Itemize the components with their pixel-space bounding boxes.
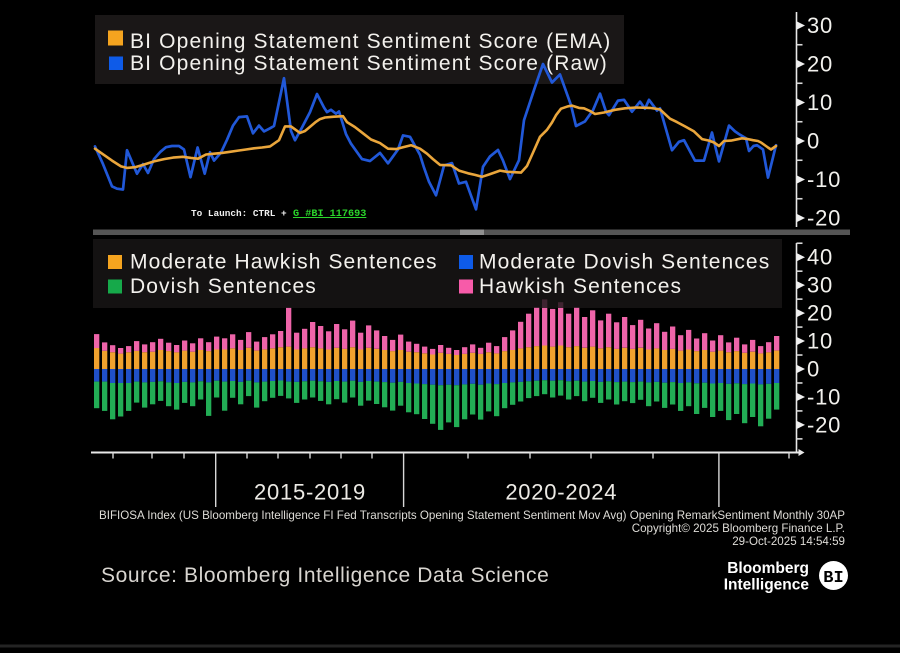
svg-text:Bloomberg: Bloomberg	[727, 560, 809, 577]
svg-text:0: 0	[807, 357, 820, 382]
svg-text:-20: -20	[807, 412, 841, 437]
svg-text:To Launch: CTRL +: To Launch: CTRL +	[191, 208, 287, 219]
svg-text:Source: Bloomberg Intelligence: Source: Bloomberg Intelligence Data Scie…	[101, 564, 549, 587]
svg-text:BI Opening Statement Sentiment: BI Opening Statement Sentiment Score (EM…	[130, 30, 611, 53]
svg-text:20: 20	[807, 52, 833, 77]
svg-text:2015-2019: 2015-2019	[254, 480, 366, 505]
svg-text:10: 10	[807, 90, 833, 115]
svg-text:Dovish Sentences: Dovish Sentences	[130, 275, 317, 298]
svg-text:Copyright© 2025 Bloomberg Fina: Copyright© 2025 Bloomberg Finance L.P.	[632, 522, 845, 535]
svg-text:29-Oct-2025 14:54:59: 29-Oct-2025 14:54:59	[732, 535, 845, 548]
svg-text:BI Opening Statement Sentiment: BI Opening Statement Sentiment Score (Ra…	[130, 52, 608, 75]
svg-text:2020-2024: 2020-2024	[505, 480, 617, 505]
svg-text:10: 10	[807, 329, 833, 354]
svg-text:0: 0	[807, 129, 820, 154]
svg-text:30: 30	[807, 273, 833, 298]
svg-text:40: 40	[807, 245, 833, 270]
svg-text:Hawkish Sentences: Hawkish Sentences	[479, 275, 682, 298]
svg-text:30: 30	[807, 13, 833, 38]
svg-text:20: 20	[807, 301, 833, 326]
svg-text:Intelligence: Intelligence	[724, 577, 810, 594]
svg-text:Moderate Hawkish Sentences: Moderate Hawkish Sentences	[130, 251, 438, 274]
svg-text:-10: -10	[807, 384, 841, 409]
svg-text:G #BI 117693: G #BI 117693	[293, 209, 366, 220]
svg-text:-20: -20	[807, 206, 841, 231]
svg-text:Moderate Dovish Sentences: Moderate Dovish Sentences	[479, 251, 770, 274]
svg-text:-10: -10	[807, 167, 841, 192]
svg-text:BI: BI	[823, 569, 843, 588]
svg-text:BIFIOSA Index (US Bloomberg In: BIFIOSA Index (US Bloomberg Intelligence…	[99, 509, 845, 522]
